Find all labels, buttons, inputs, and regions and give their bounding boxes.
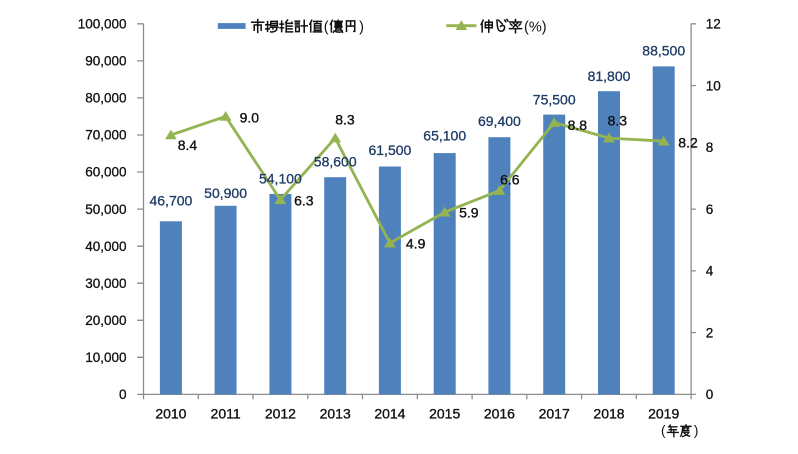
svg-text:60,000: 60,000: [85, 165, 126, 180]
svg-text:4: 4: [706, 264, 714, 279]
svg-text:0: 0: [119, 387, 127, 402]
svg-text:0: 0: [706, 387, 714, 402]
svg-text:46,700: 46,700: [149, 193, 192, 209]
svg-text:(: (: [324, 20, 329, 36]
svg-text:8: 8: [706, 140, 714, 155]
svg-text:10: 10: [706, 78, 721, 93]
svg-text:54,100: 54,100: [259, 170, 302, 186]
svg-text:2013: 2013: [320, 406, 351, 422]
svg-text:8.3: 8.3: [335, 112, 355, 128]
svg-text:50,900: 50,900: [204, 185, 247, 201]
svg-text:2015: 2015: [429, 406, 460, 422]
svg-text:2011: 2011: [211, 406, 241, 422]
svg-text:2: 2: [706, 325, 714, 340]
svg-text:58,600: 58,600: [314, 154, 357, 170]
svg-text:): ): [694, 423, 699, 438]
svg-text:6.6: 6.6: [500, 172, 520, 188]
svg-text:9.0: 9.0: [240, 110, 260, 126]
svg-text:2012: 2012: [265, 406, 296, 422]
svg-text:6.3: 6.3: [294, 193, 314, 209]
svg-text:8.4: 8.4: [178, 137, 198, 153]
svg-text:40,000: 40,000: [85, 239, 126, 254]
svg-text:2017: 2017: [539, 406, 570, 422]
svg-text:69,400: 69,400: [478, 113, 521, 129]
svg-text:(: (: [661, 423, 666, 438]
svg-text:5.9: 5.9: [459, 205, 479, 221]
svg-text:2014: 2014: [374, 406, 405, 422]
svg-text:(%): (%): [524, 20, 547, 36]
svg-text:8.8: 8.8: [568, 117, 588, 133]
svg-text:12: 12: [706, 17, 721, 32]
svg-text:2016: 2016: [484, 406, 515, 422]
svg-text:75,500: 75,500: [533, 92, 576, 108]
svg-text:50,000: 50,000: [85, 202, 126, 217]
svg-text:20,000: 20,000: [85, 313, 126, 328]
svg-text:80,000: 80,000: [85, 91, 126, 106]
svg-text:4.9: 4.9: [406, 236, 426, 252]
svg-text:6: 6: [706, 202, 714, 217]
svg-text:2019: 2019: [648, 406, 679, 422]
svg-text:81,800: 81,800: [588, 68, 631, 84]
svg-text:30,000: 30,000: [85, 276, 126, 291]
svg-text:10,000: 10,000: [85, 350, 126, 365]
svg-text:8.2: 8.2: [678, 135, 698, 151]
svg-text:61,500: 61,500: [368, 142, 411, 158]
svg-text:2010: 2010: [155, 406, 186, 422]
svg-text:70,000: 70,000: [85, 128, 126, 143]
svg-text:88,500: 88,500: [642, 43, 685, 59]
svg-text:8.3: 8.3: [608, 113, 628, 129]
svg-text:65,100: 65,100: [423, 128, 466, 144]
svg-text:2018: 2018: [593, 406, 624, 422]
svg-text:90,000: 90,000: [85, 54, 126, 69]
svg-text:100,000: 100,000: [78, 17, 127, 32]
svg-text:): ): [359, 20, 364, 36]
